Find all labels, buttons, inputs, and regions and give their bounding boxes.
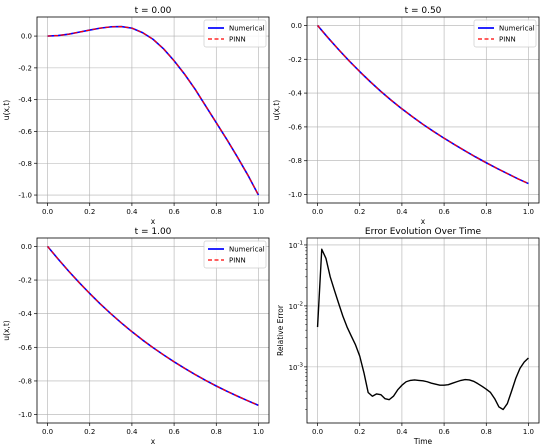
panel-title: t = 0.50 bbox=[405, 6, 442, 16]
x-tick-label: 0.0 bbox=[312, 428, 323, 436]
series-line-numerical bbox=[46, 245, 259, 407]
y-tick-label: -0.4 bbox=[18, 96, 32, 104]
x-axis-label: x bbox=[151, 217, 156, 226]
y-tick-label: 10-3 bbox=[289, 362, 304, 372]
y-tick-label: -0.8 bbox=[18, 160, 32, 168]
x-tick-label: 0.4 bbox=[126, 208, 138, 216]
y-axis-label: u(x,t) bbox=[2, 320, 11, 340]
legend: Numerical PINN bbox=[203, 240, 267, 269]
x-tick-label: 0.2 bbox=[84, 208, 95, 216]
x-tick-label: 1.0 bbox=[523, 428, 534, 436]
y-tick-label: -0.6 bbox=[18, 344, 32, 352]
panel-title: t = 1.00 bbox=[135, 227, 172, 237]
y-tick-label: -0.4 bbox=[288, 90, 302, 98]
panel-1: 0.0 0.2 0.4 0.6 0.8 1.0 0.0 -0.2 -0.4 -0.6 -0.8 -1.… bbox=[2, 6, 270, 226]
x-tick-label: 0.2 bbox=[354, 428, 365, 436]
series-line-numerical bbox=[47, 25, 260, 196]
axes-frame bbox=[36, 237, 270, 424]
x-axis-label: x bbox=[421, 217, 426, 226]
x-tick-label: 0.4 bbox=[396, 208, 408, 216]
axes-frame bbox=[306, 237, 540, 424]
legend-label-numerical: Numerical bbox=[229, 246, 265, 254]
panel-title: t = 0.00 bbox=[135, 6, 172, 16]
y-tick-label: 10-1 bbox=[289, 240, 303, 250]
legend-label-pinn: PINN bbox=[229, 257, 246, 265]
legend-box bbox=[203, 19, 267, 48]
y-tick-label: -0.4 bbox=[18, 310, 32, 318]
y-tick-label: 0.0 bbox=[291, 22, 302, 30]
legend-label-numerical: Numerical bbox=[499, 25, 535, 33]
series-line-relative-error bbox=[316, 248, 529, 411]
y-axis-label: u(x,t) bbox=[272, 100, 281, 120]
x-axis-label: x bbox=[151, 437, 156, 446]
y-axis-label: Relative Error bbox=[276, 304, 285, 356]
y-tick-label: -0.6 bbox=[288, 123, 302, 131]
x-tick-label: 0.4 bbox=[126, 428, 138, 436]
legend-label-pinn: PINN bbox=[229, 36, 246, 44]
x-axis-label: Time bbox=[413, 437, 433, 446]
x-tick-label: 0.2 bbox=[84, 428, 95, 436]
y-tick-label: -0.8 bbox=[288, 157, 302, 165]
x-tick-label: 0.8 bbox=[481, 208, 492, 216]
legend-label-pinn: PINN bbox=[499, 36, 516, 44]
series-line-pinn bbox=[47, 246, 259, 406]
x-tick-label: 1.0 bbox=[253, 208, 264, 216]
y-tick-label: -0.8 bbox=[18, 377, 32, 385]
x-tick-label: 0.6 bbox=[169, 208, 181, 216]
axes-frame bbox=[306, 16, 540, 204]
x-tick-label: 0.8 bbox=[211, 208, 222, 216]
x-tick-label: 0.8 bbox=[481, 428, 492, 436]
y-tick-label: -1.0 bbox=[18, 411, 32, 419]
x-tick-label: 0.4 bbox=[396, 428, 408, 436]
y-tick-label: -0.2 bbox=[288, 56, 302, 64]
x-tick-label: 0.8 bbox=[211, 428, 222, 436]
x-tick-label: 0.6 bbox=[439, 208, 451, 216]
y-tick-label: -0.2 bbox=[18, 277, 32, 285]
x-tick-label: 1.0 bbox=[523, 208, 534, 216]
axes-frame bbox=[36, 16, 270, 204]
x-tick-label: 0.0 bbox=[312, 208, 323, 216]
y-tick-label: -1.0 bbox=[18, 192, 32, 200]
legend-box bbox=[473, 19, 537, 48]
y-axis-label: u(x,t) bbox=[2, 100, 11, 120]
y-tick-label: 0.0 bbox=[21, 243, 32, 251]
legend: Numerical PINN bbox=[473, 19, 537, 48]
legend: Numerical PINN bbox=[203, 19, 267, 48]
y-tick-label: 0.0 bbox=[21, 33, 32, 41]
legend-label-numerical: Numerical bbox=[229, 25, 265, 33]
panel-title: Error Evolution Over Time bbox=[365, 227, 482, 237]
y-tick-label: 10-2 bbox=[289, 301, 303, 311]
panel-4: 0.0 0.2 0.4 0.6 0.8 1.0 10-3 10-2 10-1 Error Evol… bbox=[276, 227, 540, 446]
x-tick-label: 1.0 bbox=[253, 428, 264, 436]
panel-3: 0.0 0.2 0.4 0.6 0.8 1.0 0.0 -0.2 -0.4 -0.6 -0.8 -1.… bbox=[2, 227, 270, 446]
x-tick-label: 0.6 bbox=[439, 428, 451, 436]
x-tick-label: 0.6 bbox=[169, 428, 181, 436]
series-line-pinn bbox=[47, 25, 259, 196]
panel-2: 0.0 0.2 0.4 0.6 0.8 1.0 0.0 -0.2 -0.4 -0.6 -0.8 -1.… bbox=[272, 6, 540, 226]
y-tick-label: -1.0 bbox=[288, 191, 302, 199]
y-tick-label: -0.2 bbox=[18, 64, 32, 72]
series-line-numerical bbox=[316, 24, 529, 185]
x-tick-label: 0.2 bbox=[354, 208, 365, 216]
legend-box bbox=[203, 240, 267, 269]
y-tick-label: -0.6 bbox=[18, 128, 32, 136]
x-tick-label: 0.0 bbox=[42, 428, 53, 436]
series-line-pinn bbox=[317, 25, 529, 185]
x-tick-label: 0.0 bbox=[42, 208, 53, 216]
